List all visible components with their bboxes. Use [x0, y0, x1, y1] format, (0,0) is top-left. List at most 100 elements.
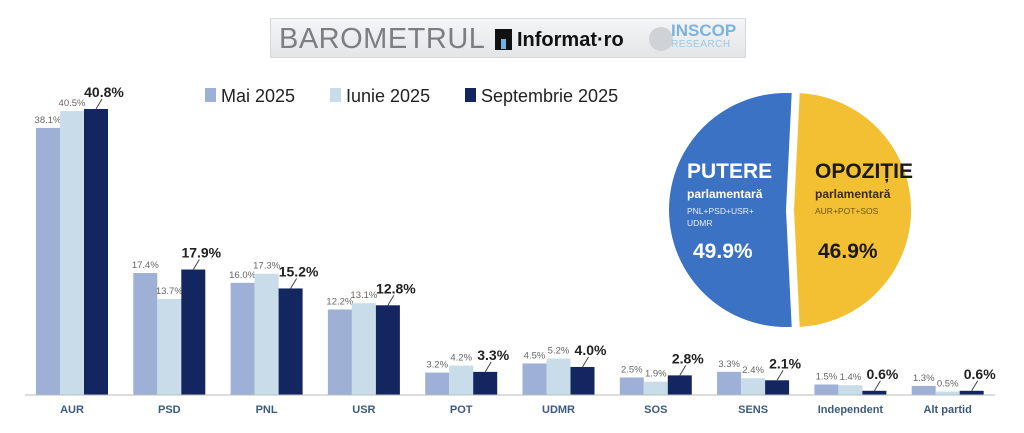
banner-title: BAROMETRUL — [279, 23, 486, 55]
data-label: 13.7% — [156, 286, 183, 297]
category-label: USR — [352, 404, 375, 416]
data-label: 3.2% — [426, 360, 448, 371]
bar — [351, 303, 376, 395]
data-label: 2.8% — [672, 350, 704, 366]
data-label: 4.0% — [575, 342, 607, 358]
data-label: 12.8% — [376, 280, 416, 296]
inscop-sub: RESEARCH — [671, 39, 731, 50]
bar-group-aur: 38.1% 40.5%40.8% AUR — [35, 84, 125, 416]
bar — [935, 391, 960, 395]
informat-brand: Informat·ro — [517, 29, 624, 51]
category-label: Alt partid — [924, 404, 972, 416]
data-label: 40.5% — [59, 98, 86, 109]
data-label: 3.3% — [477, 347, 509, 363]
leader-line — [679, 365, 687, 376]
bar — [546, 358, 571, 395]
category-label: AUR — [60, 404, 84, 416]
data-label: 1.3% — [913, 373, 935, 384]
bar — [449, 365, 474, 395]
bar — [741, 378, 766, 395]
putere-detail: PNL+PSD+USR+ — [687, 206, 754, 216]
bar-group-sos: 2.5% 1.9% 2.8% SOS — [619, 350, 704, 416]
data-label: 16.0% — [229, 270, 256, 281]
putere-title: PUTERE — [687, 160, 772, 183]
data-label: 13.1% — [350, 290, 377, 301]
leader-line — [290, 278, 298, 289]
pie-slice-putere — [669, 93, 792, 327]
bar — [643, 381, 668, 395]
bar-group-usr: 12.2%13.1%12.8% USR — [326, 280, 416, 416]
data-label: 0.6% — [866, 366, 898, 382]
bar — [717, 371, 742, 395]
inscop-logo-icon — [649, 27, 673, 51]
bar — [133, 273, 158, 395]
legend: Mai 2025 Iunie 2025 Septembrie 2025 — [205, 86, 618, 106]
data-label: 12.2% — [326, 296, 353, 307]
bar — [862, 390, 887, 395]
bar — [181, 269, 206, 395]
data-label: 17.9% — [181, 245, 221, 261]
category-label: SOS — [644, 404, 667, 416]
data-label: 2.1% — [769, 355, 801, 371]
category-label: SENS — [738, 404, 768, 416]
data-label: 0.5% — [937, 378, 959, 389]
opozitie-value: 46.9% — [818, 240, 878, 263]
leader-line — [192, 259, 200, 270]
leader-line — [776, 370, 784, 381]
data-label: 1.4% — [840, 372, 862, 383]
category-label: PSD — [158, 404, 181, 416]
opozitie-detail: AUR+POT+SOS — [815, 206, 879, 216]
bar — [60, 111, 84, 396]
informat-logo-icon — [495, 29, 512, 50]
putere-detail: UDMR — [687, 218, 713, 228]
bar — [425, 372, 450, 395]
bar — [765, 380, 790, 395]
bar — [814, 384, 839, 395]
bar — [254, 273, 279, 395]
leader-line — [582, 356, 589, 368]
bar — [84, 109, 108, 395]
data-label: 3.3% — [718, 359, 740, 370]
bar — [36, 127, 60, 396]
bar — [959, 390, 984, 395]
leader-line — [387, 295, 395, 306]
data-label: 17.4% — [132, 260, 159, 271]
bar — [667, 375, 692, 395]
category-label: PNL — [256, 404, 278, 416]
bar — [473, 371, 498, 395]
leader-line — [873, 380, 881, 392]
bar — [327, 309, 352, 395]
legend-label: Iunie 2025 — [346, 86, 430, 106]
bar — [838, 385, 863, 395]
data-label: 1.5% — [816, 371, 838, 382]
pie-slice-opozitie — [794, 93, 912, 327]
bar — [522, 363, 547, 395]
bar-group-independent: 1.5% 1.4% 0.6% Independent — [814, 366, 899, 416]
leader-line — [971, 380, 979, 392]
bar — [911, 385, 936, 395]
legend-label: Mai 2025 — [221, 86, 295, 106]
data-label: 4.2% — [450, 353, 472, 364]
barometer-banner: BAROMETRUL Informat·ro INSCOP RESEARCH — [270, 18, 746, 58]
bar — [570, 366, 595, 395]
legend-swatch — [465, 88, 476, 102]
bar — [375, 305, 400, 395]
bar-group-psd: 17.4% 13.7% 17.9% PSD — [132, 245, 222, 416]
bars: 38.1% 40.5%40.8% AUR 17.4% 13.7% 17.9% PSD 16.0… — [35, 84, 997, 416]
opozitie-title: OPOZIȚIE — [815, 160, 913, 183]
bar-group-pnl: 16.0%17.3%15.2% PNL — [229, 261, 319, 416]
data-label: 4.5% — [524, 350, 546, 361]
leader-line — [95, 98, 103, 110]
data-label: 2.5% — [621, 364, 643, 375]
pie-chart: PUTERE parlamentară PNL+PSD+USR+ UDMR 49.9% O… — [669, 93, 913, 327]
bar — [157, 298, 182, 395]
bar-group-udmr: 4.5% 5.2% 4.0% UDMR — [522, 342, 607, 416]
leader-line — [484, 361, 492, 373]
bar — [230, 282, 255, 395]
legend-label: Septembrie 2025 — [481, 86, 618, 106]
data-label: 2.4% — [742, 365, 764, 376]
bar — [619, 377, 644, 395]
data-label: 17.3% — [253, 261, 280, 272]
legend-swatch — [330, 88, 341, 102]
